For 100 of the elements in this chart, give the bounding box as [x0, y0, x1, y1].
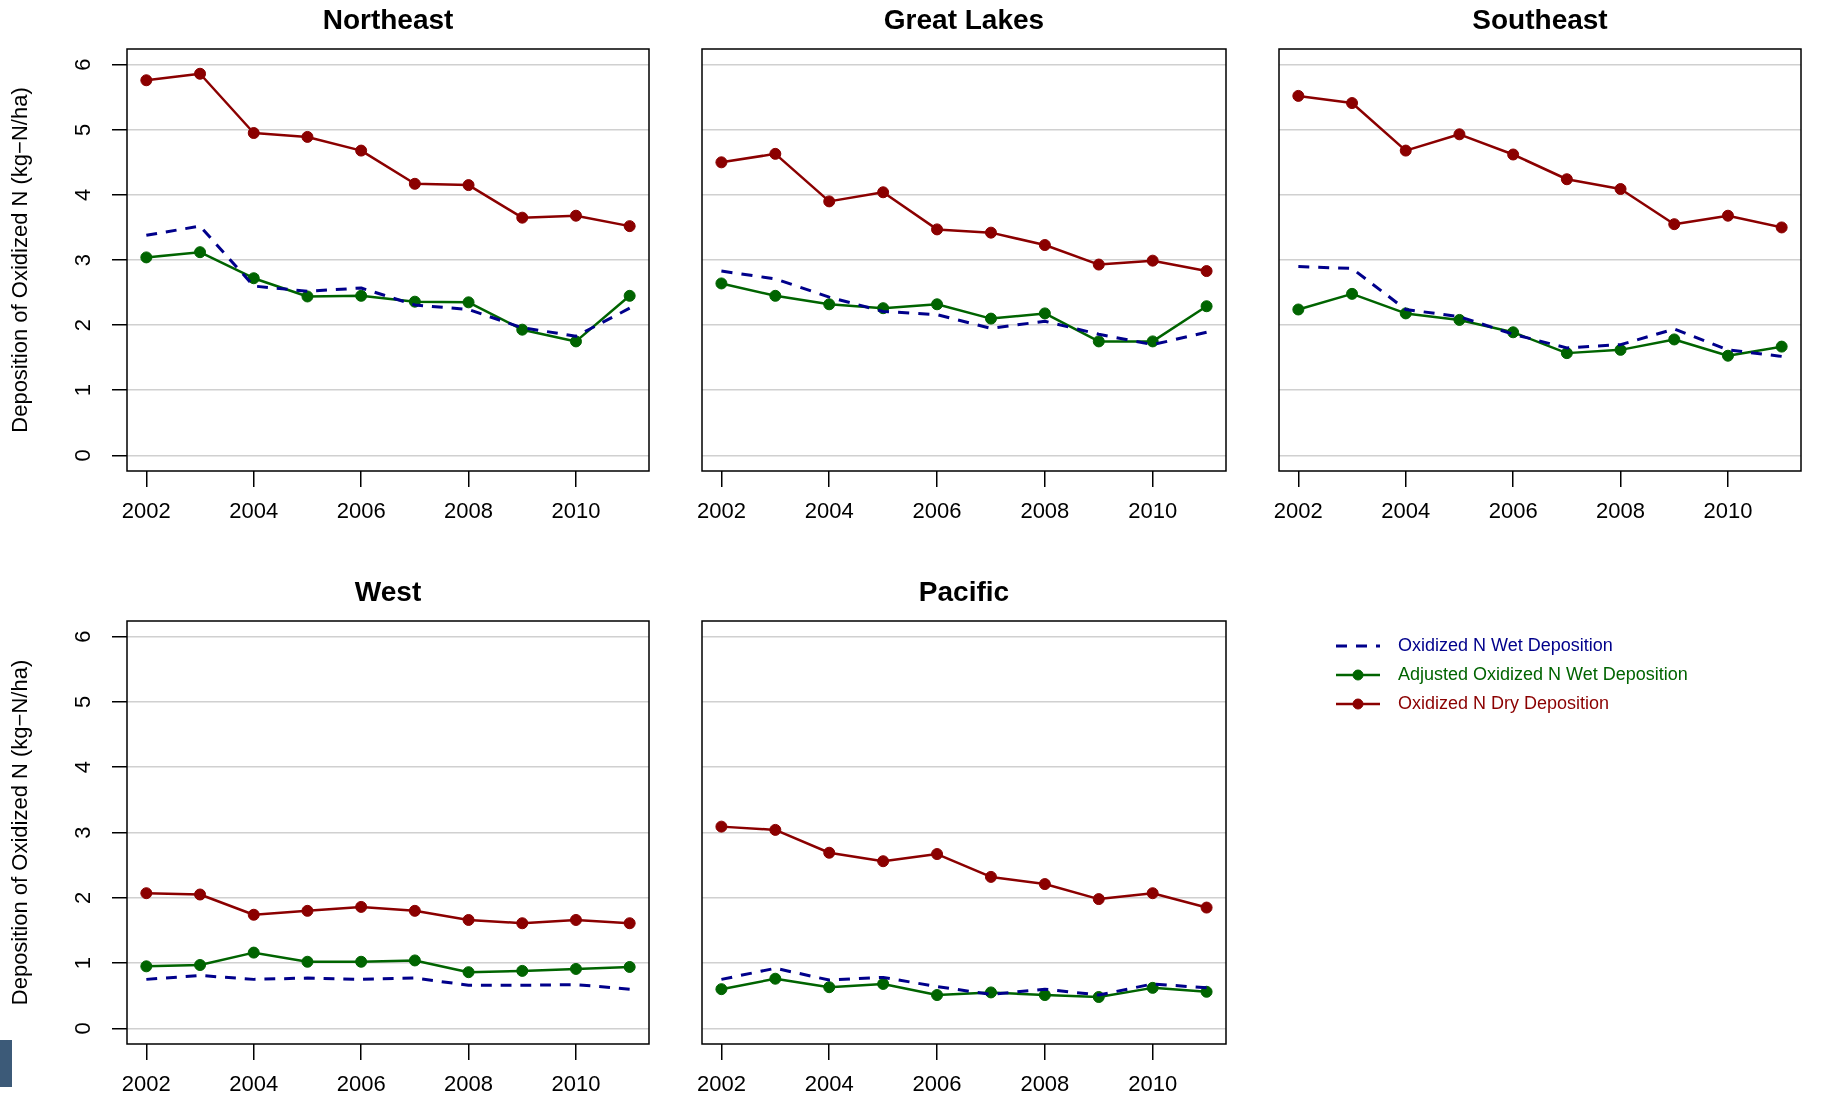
point	[931, 223, 944, 236]
y-tick-label: 4	[69, 761, 95, 774]
point	[823, 981, 836, 994]
x-tick-label: 2010	[1128, 1071, 1178, 1097]
point	[1775, 221, 1788, 234]
x-tick-label: 2002	[121, 1071, 171, 1097]
point	[769, 289, 782, 302]
point	[715, 277, 728, 290]
point	[140, 251, 153, 264]
point	[1092, 893, 1105, 906]
x-tick-label: 2004	[229, 498, 279, 524]
x-tick-label: 2008	[1020, 1071, 1070, 1097]
point	[301, 904, 314, 917]
point	[462, 179, 475, 192]
point	[769, 147, 782, 160]
y-tick-label: 2	[69, 891, 95, 904]
x-tick-label: 2004	[229, 1071, 279, 1097]
point	[984, 312, 997, 325]
legend-label: Adjusted Oxidized N Wet Deposition	[1398, 663, 1688, 684]
x-tick-label: 2004	[804, 498, 854, 524]
point	[1399, 144, 1412, 157]
y-tick-label: 0	[69, 449, 95, 462]
chart-title: West	[354, 575, 422, 607]
x-tick-label: 2002	[696, 498, 746, 524]
x-tick-label: 2002	[1273, 498, 1323, 524]
point	[877, 855, 890, 868]
point	[1346, 97, 1359, 110]
point	[823, 195, 836, 208]
y-tick-label: 3	[69, 826, 95, 839]
point	[516, 211, 529, 224]
point	[355, 289, 368, 302]
point	[1038, 307, 1051, 320]
point	[1560, 347, 1573, 360]
x-tick-label: 2006	[336, 1071, 386, 1097]
y-tick-label: 1	[69, 956, 95, 970]
point	[355, 900, 368, 913]
point	[194, 246, 207, 259]
chart-title: Great Lakes	[883, 3, 1045, 35]
x-tick-label: 2006	[336, 498, 386, 524]
point	[462, 966, 475, 979]
y-tick-label: 6	[69, 58, 95, 71]
point	[1292, 303, 1305, 316]
point	[1200, 265, 1213, 278]
point	[1453, 128, 1466, 141]
x-tick-label: 2010	[551, 498, 601, 524]
point	[1146, 335, 1159, 348]
x-tick-label: 2002	[121, 498, 171, 524]
point	[1200, 901, 1213, 914]
point	[1668, 218, 1681, 231]
y-tick-label: 4	[69, 188, 95, 201]
point	[1507, 148, 1520, 161]
point	[569, 962, 582, 975]
point	[1721, 349, 1734, 362]
point	[408, 954, 421, 967]
point	[408, 177, 421, 190]
point	[1092, 335, 1105, 348]
point	[1038, 989, 1051, 1002]
point	[931, 848, 944, 861]
point	[823, 298, 836, 311]
x-tick-label: 2004	[804, 1071, 854, 1097]
point	[1721, 209, 1734, 222]
x-tick-label: 2008	[1020, 498, 1070, 524]
point	[140, 887, 153, 900]
point	[1292, 89, 1305, 102]
point	[1346, 287, 1359, 300]
point	[823, 846, 836, 859]
y-tick-label: 5	[69, 695, 95, 709]
y-tick-label: 3	[69, 253, 95, 267]
x-tick-label: 2008	[444, 498, 494, 524]
point	[1038, 878, 1051, 891]
point	[931, 298, 944, 311]
point	[1668, 333, 1681, 346]
point	[247, 272, 260, 285]
point	[984, 870, 997, 883]
point	[194, 959, 207, 972]
point	[140, 74, 153, 87]
line-series	[144, 973, 632, 991]
point	[1614, 183, 1627, 196]
x-tick-label: 2010	[1128, 498, 1178, 524]
point	[569, 335, 582, 348]
point	[877, 186, 890, 199]
chart-title: Pacific	[918, 575, 1010, 607]
x-tick-label: 2010	[1703, 498, 1753, 524]
chart-title: Northeast	[322, 3, 454, 35]
point	[1092, 258, 1105, 271]
point	[1146, 887, 1159, 900]
legend-label: Oxidized N Dry Deposition	[1398, 692, 1610, 713]
point	[462, 296, 475, 309]
point	[569, 913, 582, 926]
point	[715, 983, 728, 996]
point	[1614, 343, 1627, 356]
y-axis-title: Deposition of Oxidized N (kg−N/ha)	[7, 87, 33, 433]
x-tick-label: 2004	[1381, 498, 1431, 524]
y-tick-label: 2	[69, 319, 95, 332]
point	[769, 972, 782, 985]
x-tick-label: 2006	[912, 1071, 962, 1097]
point	[462, 913, 475, 926]
point	[516, 323, 529, 336]
point	[1453, 313, 1466, 326]
point	[623, 220, 636, 233]
